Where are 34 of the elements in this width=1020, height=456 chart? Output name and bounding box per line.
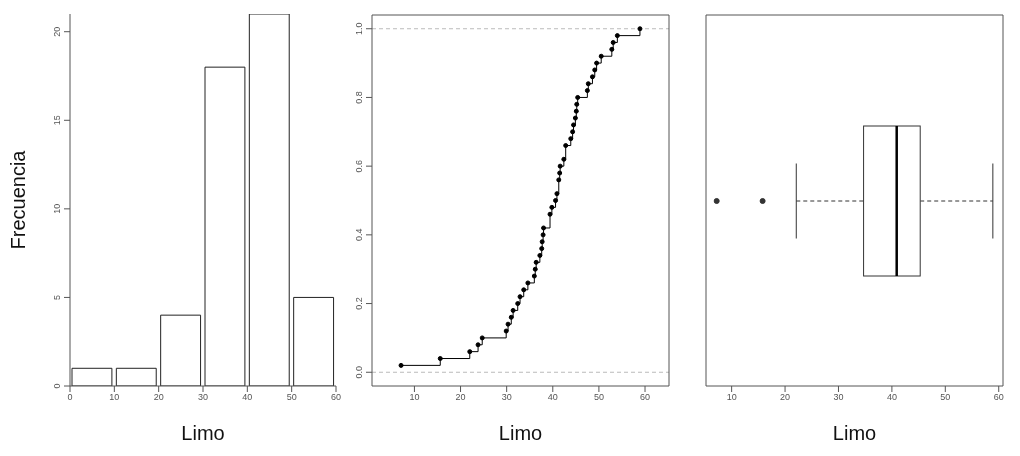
y-tick-label: 5 [52,294,62,300]
y-tick-label: 0.0 [354,366,364,379]
x-axis-title: Limo [498,422,543,444]
x-tick-label: 30 [501,392,512,403]
x-tick-label: 50 [940,392,951,403]
x-tick-label: 40 [242,392,253,403]
y-tick-label: 15 [52,115,62,126]
x-tick-label: 10 [109,392,120,403]
x-tick-label: 60 [330,392,342,403]
x-tick-label: 60 [640,392,651,403]
y-tick-label: 0.8 [354,91,364,104]
x-tick-label: 0 [67,392,73,403]
y-tick-label: 0 [52,383,62,389]
x-axis-title: Limo [181,422,225,444]
y-tick-label: 0.4 [354,228,364,242]
x-tick-label: 10 [409,392,420,403]
x-tick-label: 50 [286,392,297,403]
y-tick-label: 20 [52,26,62,37]
y-tick-label: 10 [52,203,62,214]
y-tick-label: 1.0 [354,22,364,35]
x-tick-label: 50 [593,392,604,403]
x-tick-label: 40 [886,392,897,403]
x-tick-label: 40 [547,392,558,403]
y-tick-label: 0.2 [354,297,364,310]
y-tick-label: 0.6 [354,159,364,173]
y-axis-title: Frecuencia [7,149,30,250]
x-tick-label: 20 [780,392,791,403]
x-tick-label: 20 [455,392,466,403]
x-tick-label: 20 [153,392,164,403]
x-axis-title: Limo [832,422,877,444]
x-tick-label: 10 [726,392,737,403]
x-tick-label: 60 [993,392,1004,403]
x-tick-label: 30 [197,392,209,403]
x-tick-label: 30 [833,392,844,403]
